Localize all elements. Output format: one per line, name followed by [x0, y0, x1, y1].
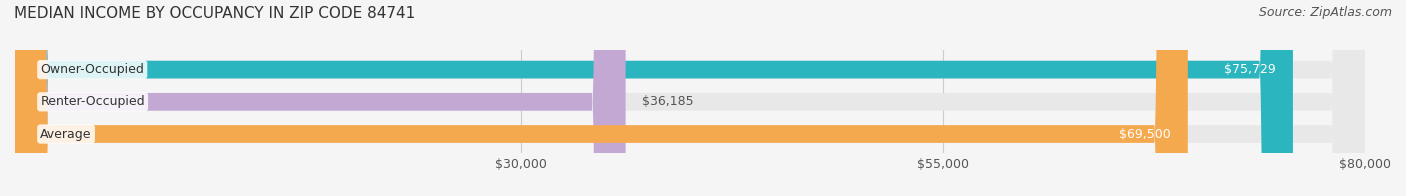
FancyBboxPatch shape — [15, 0, 1365, 196]
Text: Owner-Occupied: Owner-Occupied — [41, 63, 145, 76]
FancyBboxPatch shape — [15, 0, 1365, 196]
Text: $75,729: $75,729 — [1225, 63, 1277, 76]
Text: MEDIAN INCOME BY OCCUPANCY IN ZIP CODE 84741: MEDIAN INCOME BY OCCUPANCY IN ZIP CODE 8… — [14, 6, 415, 21]
FancyBboxPatch shape — [15, 0, 1188, 196]
FancyBboxPatch shape — [15, 0, 626, 196]
Text: $69,500: $69,500 — [1119, 128, 1171, 141]
Text: Renter-Occupied: Renter-Occupied — [41, 95, 145, 108]
FancyBboxPatch shape — [15, 0, 1294, 196]
FancyBboxPatch shape — [15, 0, 1365, 196]
Text: $36,185: $36,185 — [643, 95, 695, 108]
Text: Average: Average — [41, 128, 91, 141]
Text: Source: ZipAtlas.com: Source: ZipAtlas.com — [1258, 6, 1392, 19]
